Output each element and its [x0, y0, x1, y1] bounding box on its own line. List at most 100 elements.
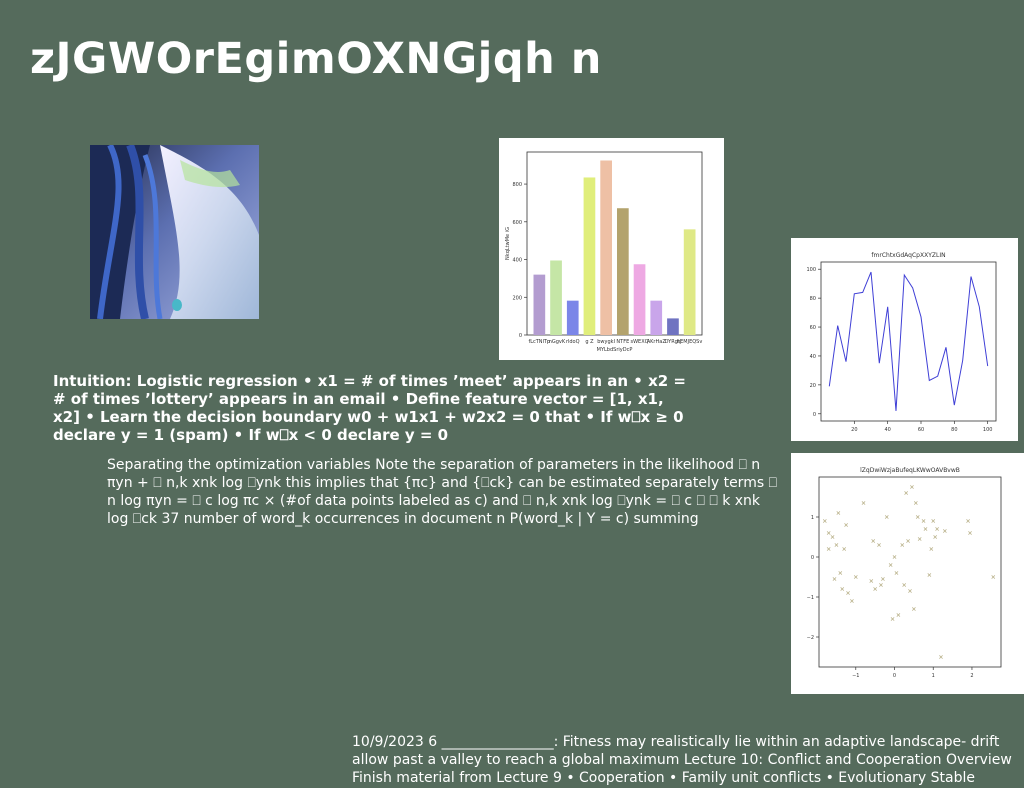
bar-y-tick-label: 200 [512, 295, 522, 301]
line-plot-frame [820, 261, 997, 422]
bar [617, 208, 629, 335]
scatter-point [890, 617, 895, 621]
bar-y-tick-label: 600 [512, 220, 522, 226]
scatter-point [968, 531, 972, 535]
scatter-point [966, 519, 970, 523]
bar-y-tick-label: 400 [512, 258, 522, 264]
bar-x-tick-label: NTFE [616, 339, 629, 345]
line-x-tick-label: 80 [951, 427, 957, 433]
scatter-point [929, 547, 934, 551]
bar-x-tick-label: mGgvK [547, 339, 566, 345]
line-chart-card: fmrChtxGdAqCpXXYZLIN 0 20 40 60 80 100 20 40 60 80… [791, 238, 1018, 441]
bar-plot-frame [526, 151, 703, 336]
scatter-point [904, 491, 909, 495]
scatter-point [877, 543, 881, 547]
scatter-y-tick-label: 0 [811, 555, 814, 561]
bar-x-tick-label: rldoQ [566, 339, 580, 345]
scatter-point [908, 589, 912, 593]
scatter-point [911, 607, 916, 611]
line-y-tick-label: 60 [810, 325, 816, 331]
bar-x-tick-label: DYRgtJ [665, 339, 682, 345]
line-y-tick-label: 40 [810, 354, 816, 360]
scatter-point [935, 527, 939, 531]
scatter-point [846, 591, 850, 595]
scatter-point [869, 579, 874, 583]
scatter-point [871, 539, 876, 543]
scatter-point [832, 577, 837, 581]
line-chart: fmrChtxGdAqCpXXYZLIN 0 20 40 60 80 100 20 40 60 80… [806, 252, 997, 433]
bar [683, 229, 696, 335]
scatter-point [915, 515, 920, 519]
bar-x-axis-label: MYLbdSriyDcP [597, 347, 633, 353]
bar-y-tick-label: 800 [512, 182, 522, 188]
scatter-point [942, 529, 947, 533]
scatter-point [923, 527, 928, 531]
line-chart-title: fmrChtxGdAqCpXXYZLIN [871, 252, 945, 259]
line-y-tick-label: 0 [813, 412, 816, 418]
scatter-point [834, 543, 839, 547]
bar-x-tick-label: g Z [585, 339, 594, 345]
scatter-x-tick-label: 0 [893, 673, 896, 679]
bar [566, 300, 579, 335]
scatter-point [933, 535, 938, 539]
intuition-text: Intuition: Logistic regression • x1 = # … [53, 372, 686, 444]
line-x-tick-label: 40 [884, 427, 890, 433]
scatter-point [896, 613, 901, 617]
line-x-tick-label: 60 [918, 427, 924, 433]
bar-x-tick-label: sWEXQ [631, 339, 649, 345]
scatter-x-tick-label: −1 [852, 673, 859, 679]
line-y-tick-label: 80 [810, 296, 816, 302]
scatter-point [861, 501, 866, 505]
bar [550, 260, 562, 335]
scatter-point [888, 563, 893, 567]
scatter-point [927, 573, 932, 577]
scatter-point [921, 519, 926, 523]
scatter-point [910, 485, 914, 489]
scatter-point [931, 519, 936, 523]
scatter-point [836, 511, 841, 515]
line-y-tick-label: 20 [810, 383, 816, 389]
scatter-point [900, 543, 905, 547]
scatter-x-tick-label: 2 [970, 673, 973, 679]
scatter-point [879, 583, 883, 587]
bar [583, 177, 596, 335]
line-y-tick-label: 100 [806, 267, 816, 273]
line-x-tick-label: 100 [983, 427, 993, 433]
scatter-point [991, 575, 996, 579]
scatter-point [840, 587, 845, 591]
bar [667, 318, 679, 335]
scatter-point [913, 501, 918, 505]
bar [533, 274, 546, 335]
scatter-y-tick-label: 1 [811, 515, 814, 521]
bar [633, 264, 646, 335]
scatter-point [853, 575, 858, 579]
scatter-point [850, 599, 854, 603]
scatter-point [842, 547, 847, 551]
bar-x-tick-label: hEMJEQSv [677, 339, 702, 345]
scatter-chart-card: lZqDwiWzjaBufeqLKWwOAVBvwB −2 −1 0 1 −1 0 1 2 [791, 453, 1024, 694]
scatter-point [881, 577, 885, 581]
scatter-x-tick-label: 1 [932, 673, 935, 679]
scatter-point [826, 547, 831, 551]
separation-text: Separating the optimization variables No… [107, 457, 777, 527]
bar-x-tick-label: fLcTNITp [528, 339, 550, 345]
scatter-point [830, 535, 835, 539]
scatter-point [844, 523, 848, 527]
line-series [828, 271, 989, 411]
scatter-y-tick-label: −2 [807, 635, 814, 641]
scatter-chart: lZqDwiWzjaBufeqLKWwOAVBvwB −2 −1 0 1 −1 0 1 2 [807, 467, 1002, 679]
scatter-point [939, 655, 943, 659]
scatter-point [884, 515, 889, 519]
scatter-point [838, 571, 843, 575]
scatter-point [873, 587, 878, 591]
footer-text: 10/9/2023 6 ________________: Fitness ma… [352, 734, 1012, 786]
scatter-point [902, 583, 907, 587]
bar-x-tick-label: AKrHaZ [647, 339, 667, 345]
scatter-chart-title: lZqDwiWzjaBufeqLKWwOAVBvwB [860, 467, 960, 474]
bar-x-tick-label: bwygkI [597, 339, 615, 345]
scatter-plot-frame [818, 476, 1002, 668]
scatter-point [826, 531, 831, 535]
bar-y-tick-label: 0 [519, 333, 522, 339]
